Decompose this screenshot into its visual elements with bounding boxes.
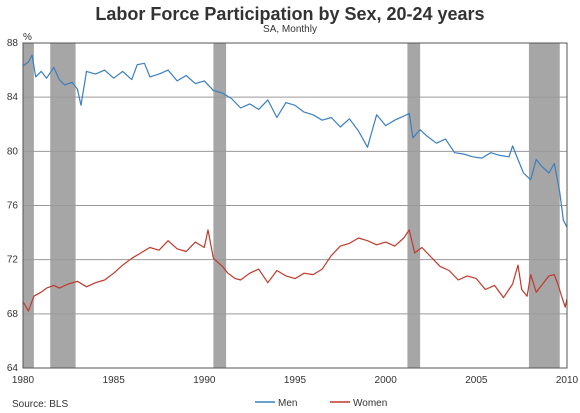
- y-tick-label: 80: [7, 146, 19, 157]
- y-tick-label: 64: [7, 363, 19, 374]
- series-line-women: [22, 229, 568, 312]
- source-note: Source: BLS: [12, 399, 68, 410]
- x-tick-label: 2005: [465, 375, 488, 386]
- chart-title: Labor Force Participation by Sex, 20-24 …: [95, 4, 484, 24]
- plot-frame: [22, 42, 568, 369]
- x-tick-label: 1995: [284, 375, 307, 386]
- legend-label-women: Women: [353, 398, 387, 409]
- x-tick-label: 1980: [12, 375, 35, 386]
- y-tick-label: 68: [7, 309, 19, 320]
- grid-lines: [23, 96, 567, 315]
- chart-subtitle: SA, Monthly: [263, 24, 317, 35]
- y-tick-label: 76: [7, 201, 19, 212]
- series-lines: [22, 54, 568, 312]
- legend: Men Women: [255, 398, 387, 409]
- y-tick-label: 72: [7, 255, 19, 266]
- x-tick-label: 1990: [193, 375, 216, 386]
- x-tick-label: 2000: [375, 375, 398, 386]
- y-tick-label: 84: [7, 92, 19, 103]
- y-tick-label: 88: [7, 38, 19, 49]
- series-line-men: [22, 54, 568, 228]
- axis-labels: 64 68 72 76 80 84 88 1980 1985 1990 1995 2000 2005 20…: [7, 38, 579, 386]
- x-tick-label: 2010: [556, 375, 579, 386]
- legend-label-men: Men: [278, 398, 297, 409]
- y-unit-label: %: [23, 32, 32, 43]
- x-tick-label: 1985: [103, 375, 126, 386]
